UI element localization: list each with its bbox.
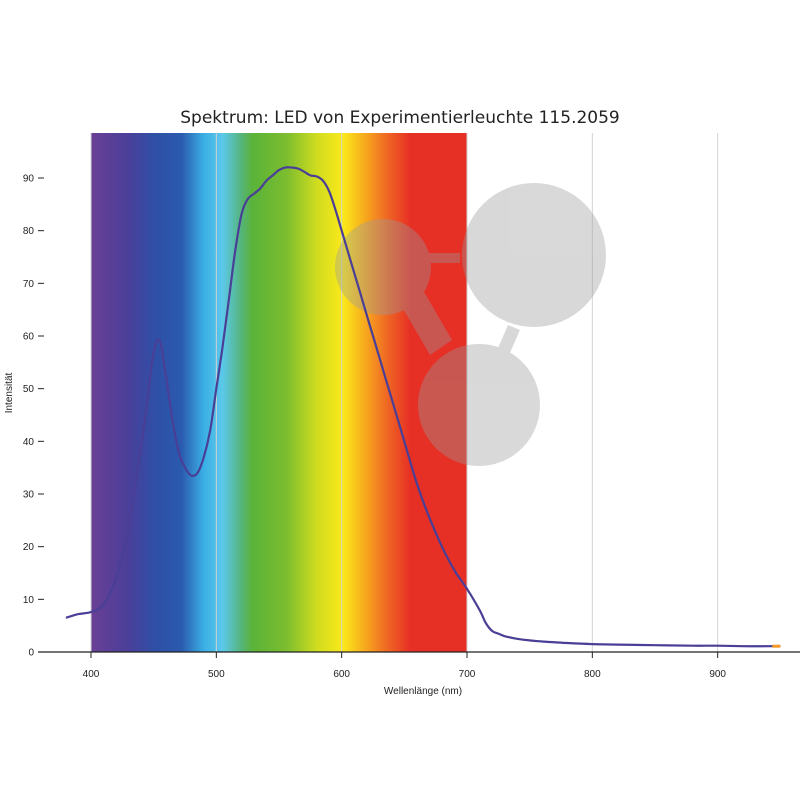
- watermark-connector-2: [495, 325, 520, 362]
- y-tick-label-40: 40: [23, 437, 35, 448]
- watermark-circle-large: [462, 183, 606, 327]
- x-tick-label-900: 900: [709, 669, 726, 680]
- y-tick-label-90: 90: [23, 174, 35, 185]
- y-tick-label-0: 0: [28, 648, 34, 659]
- x-tick-label-800: 800: [584, 669, 601, 680]
- y-tick-label-70: 70: [23, 279, 35, 290]
- y-tick-label-30: 30: [23, 490, 35, 501]
- x-axis: 400 500 600 700 800 900: [38, 651, 800, 680]
- y-axis-label: Intensität: [4, 372, 15, 413]
- x-tick-label-500: 500: [208, 669, 225, 680]
- y-tick-label-80: 80: [23, 226, 35, 237]
- intensity-curve: [65, 166, 781, 648]
- x-tick-labels: 400 500 600 700 800 900: [83, 652, 726, 680]
- chart-title: Spektrum: LED von Experimentierleuchte 1…: [180, 108, 619, 128]
- y-tick-label-50: 50: [23, 384, 35, 395]
- watermark-bar: [388, 253, 460, 263]
- y-tick-label-20: 20: [23, 542, 35, 553]
- watermark-connector: [398, 285, 452, 355]
- watermark-circle-medium: [418, 344, 540, 466]
- spectrum-background: [91, 133, 467, 652]
- y-tick-label-10: 10: [23, 595, 35, 606]
- y-tick-labels: 0 10 20 30 40 50 60 70 80 90: [23, 174, 44, 659]
- y-tick-label-60: 60: [23, 332, 35, 343]
- x-tick-label-400: 400: [83, 669, 100, 680]
- x-tick-label-600: 600: [333, 669, 350, 680]
- x-axis-label: Wellenlänge (nm): [384, 686, 462, 697]
- x-tick-label-700: 700: [459, 669, 476, 680]
